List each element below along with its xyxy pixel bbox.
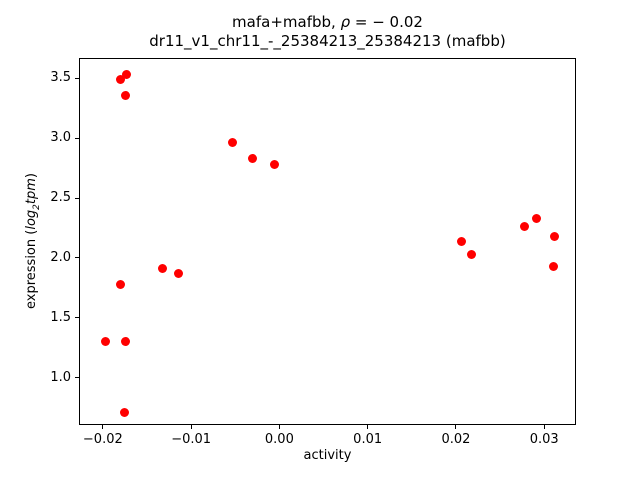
x-axis-label: activity bbox=[303, 448, 352, 463]
data-point bbox=[101, 337, 111, 347]
chart-title: mafa+mafbb, ρ = − 0.02 dr11_v1_chr11_-_2… bbox=[79, 13, 576, 50]
x-tick-label: 0.02 bbox=[441, 432, 471, 447]
data-point bbox=[119, 408, 129, 418]
y-tick-mark bbox=[75, 257, 79, 259]
data-point bbox=[158, 264, 168, 274]
chart-title-line1: mafa+mafbb, ρ = − 0.02 bbox=[79, 13, 576, 32]
x-tick-label: 0.00 bbox=[264, 432, 294, 447]
data-point bbox=[519, 222, 529, 232]
x-tick-mark bbox=[367, 425, 369, 429]
data-point bbox=[228, 138, 238, 148]
y-tick-label: 1.5 bbox=[50, 309, 71, 325]
y-tick-mark bbox=[75, 377, 79, 379]
x-tick-label: −0.02 bbox=[82, 432, 123, 447]
title-text-pre: mafa+mafbb, bbox=[232, 13, 341, 31]
data-point bbox=[116, 279, 126, 289]
data-point bbox=[116, 74, 126, 84]
y-label-log: log bbox=[24, 209, 40, 230]
x-tick-label: −0.01 bbox=[171, 432, 212, 447]
data-point bbox=[247, 153, 257, 163]
y-tick-mark bbox=[75, 137, 79, 139]
y-tick-label: 3.5 bbox=[50, 70, 71, 86]
y-tick-mark bbox=[75, 197, 79, 199]
x-tick-mark bbox=[190, 425, 192, 429]
data-point bbox=[531, 213, 541, 223]
y-tick-label: 2.5 bbox=[50, 190, 71, 205]
data-point bbox=[174, 268, 184, 278]
data-point bbox=[122, 69, 132, 79]
data-point bbox=[466, 249, 476, 259]
y-tick-label: 1.0 bbox=[50, 369, 71, 385]
data-point bbox=[120, 337, 130, 347]
title-text-post: = − 0.02 bbox=[350, 13, 423, 31]
y-label-post: ) bbox=[24, 173, 40, 179]
y-tick-mark bbox=[75, 77, 79, 79]
x-tick-label: 0.01 bbox=[353, 432, 383, 447]
data-point bbox=[550, 231, 560, 241]
x-tick-mark bbox=[278, 425, 280, 429]
x-tick-mark bbox=[102, 425, 104, 429]
data-point bbox=[456, 236, 466, 246]
rho-symbol: ρ bbox=[340, 13, 351, 31]
chart-subtitle: dr11_v1_chr11_-_25384213_25384213 (mafbb… bbox=[149, 31, 506, 50]
data-point bbox=[121, 91, 131, 101]
plot-area bbox=[79, 58, 576, 425]
data-point bbox=[548, 261, 558, 271]
y-tick-mark bbox=[75, 317, 79, 319]
x-tick-mark bbox=[455, 425, 457, 429]
data-point bbox=[269, 159, 279, 169]
y-tick-label: 2.0 bbox=[50, 249, 71, 265]
y-label-pre: expression ( bbox=[24, 229, 40, 309]
x-tick-mark bbox=[543, 425, 545, 429]
y-tick-label: 3.0 bbox=[50, 130, 71, 146]
x-tick-label: 0.03 bbox=[529, 432, 559, 447]
